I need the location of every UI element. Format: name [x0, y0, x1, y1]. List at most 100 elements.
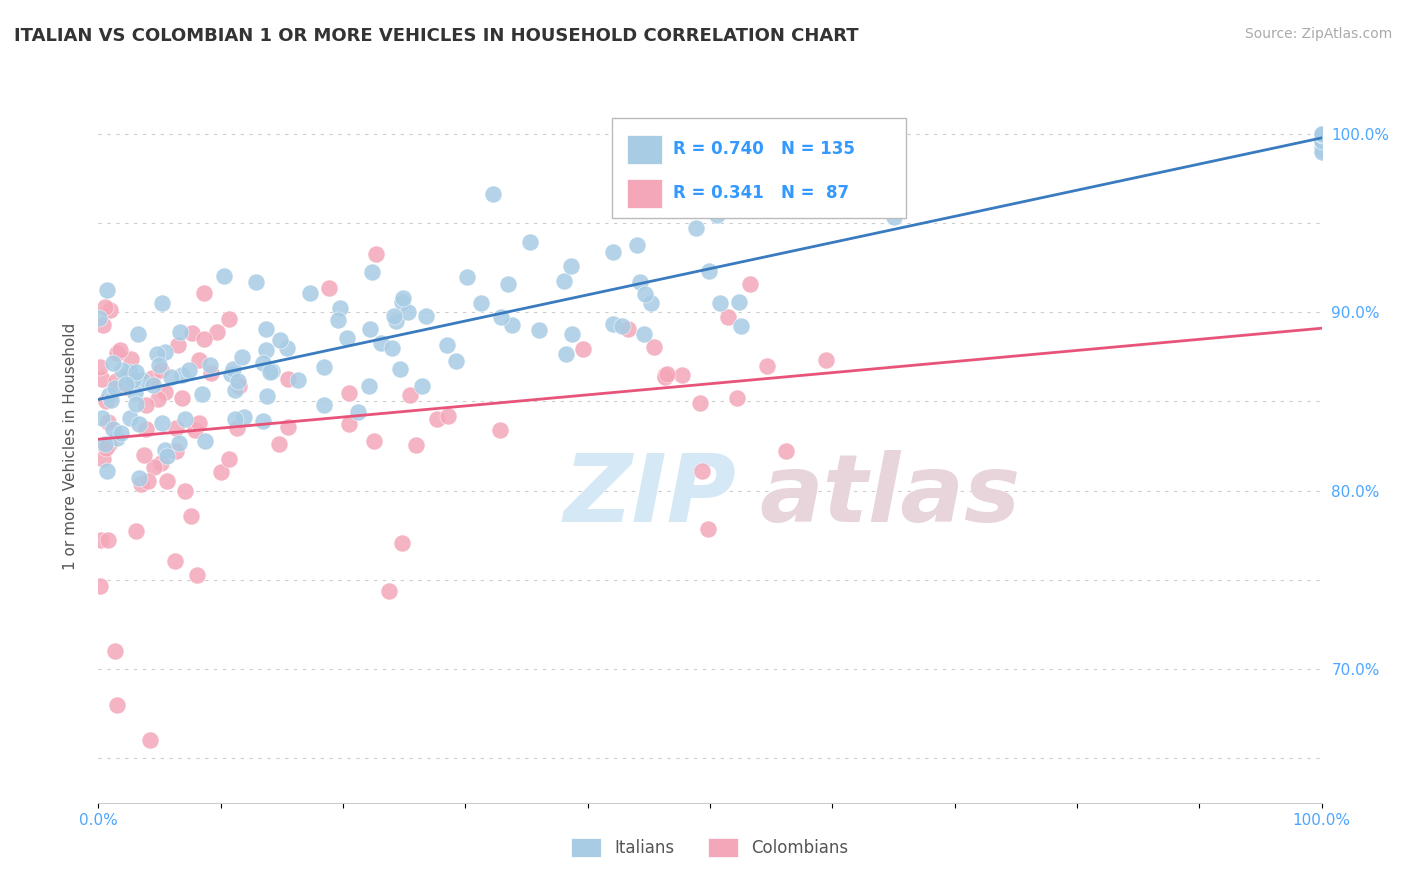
Point [571, 342, 593, 356]
Text: R = 0.740   N = 135: R = 0.740 N = 135 [673, 139, 855, 158]
Point [617, 322, 640, 336]
Point [488, 423, 510, 437]
Point [370, 336, 392, 351]
Point [115, 377, 138, 392]
Point [602, 317, 624, 331]
Point [89, 360, 111, 375]
Point [252, 356, 274, 370]
Point [602, 244, 624, 259]
Point [150, 457, 173, 471]
Point [1310, 134, 1333, 148]
Point [191, 387, 214, 401]
Point [124, 397, 146, 411]
Point [725, 391, 748, 405]
Point [1310, 133, 1333, 147]
Point [101, 356, 124, 370]
Point [194, 434, 217, 448]
Point [153, 344, 176, 359]
Point [657, 367, 679, 381]
Point [361, 265, 384, 279]
Point [120, 351, 142, 366]
Point [706, 208, 728, 222]
Point [142, 378, 165, 392]
Point [1310, 127, 1333, 141]
Point [97, 533, 120, 547]
Point [709, 296, 731, 310]
Point [90, 533, 112, 547]
Point [481, 186, 503, 201]
Point [1310, 128, 1333, 142]
Point [399, 387, 422, 401]
Text: atlas: atlas [759, 450, 1021, 542]
Point [91, 451, 114, 466]
Point [1310, 133, 1333, 147]
Point [359, 378, 381, 392]
Point [314, 359, 336, 374]
Point [1310, 127, 1333, 141]
Point [186, 568, 208, 582]
Point [256, 389, 278, 403]
Point [415, 310, 437, 324]
Point [209, 465, 232, 479]
Point [150, 417, 173, 431]
Point [224, 412, 246, 426]
Point [456, 270, 478, 285]
Point [159, 370, 181, 384]
Point [298, 285, 321, 300]
Point [153, 385, 176, 400]
Point [200, 366, 222, 380]
Point [1310, 131, 1333, 145]
Point [96, 283, 118, 297]
Point [318, 280, 340, 294]
Point [628, 276, 651, 290]
Point [165, 443, 187, 458]
Point [728, 295, 751, 310]
Point [172, 392, 194, 406]
Point [444, 354, 467, 368]
Point [560, 259, 582, 273]
Text: R = 0.341   N =  87: R = 0.341 N = 87 [673, 184, 849, 202]
Point [329, 301, 352, 315]
Point [685, 220, 707, 235]
Point [139, 733, 162, 747]
Point [91, 372, 114, 386]
Point [110, 425, 132, 440]
Point [755, 359, 778, 373]
Point [1310, 127, 1333, 141]
Point [180, 508, 202, 523]
Point [277, 372, 299, 386]
Point [115, 380, 138, 394]
Point [127, 327, 149, 342]
Point [277, 419, 299, 434]
FancyBboxPatch shape [612, 118, 905, 218]
Point [405, 438, 427, 452]
Point [775, 444, 797, 458]
Legend: Italians, Colombians: Italians, Colombians [562, 830, 858, 866]
Point [218, 452, 240, 467]
Point [254, 343, 277, 357]
Point [89, 579, 111, 593]
Point [207, 325, 229, 339]
Point [101, 422, 124, 436]
Point [173, 483, 195, 498]
Point [1310, 127, 1333, 141]
Point [143, 460, 166, 475]
Point [634, 286, 657, 301]
Point [501, 318, 523, 333]
Point [363, 434, 385, 449]
Point [689, 395, 711, 409]
Point [91, 411, 114, 425]
Point [1310, 144, 1333, 158]
Point [436, 338, 458, 352]
Point [228, 379, 250, 393]
Point [94, 441, 117, 455]
Point [814, 352, 837, 367]
Point [347, 405, 370, 419]
Point [111, 363, 134, 377]
Point [172, 368, 194, 383]
Point [105, 346, 128, 360]
Point [100, 302, 122, 317]
Point [553, 274, 575, 288]
Point [94, 300, 117, 314]
Point [337, 385, 360, 400]
